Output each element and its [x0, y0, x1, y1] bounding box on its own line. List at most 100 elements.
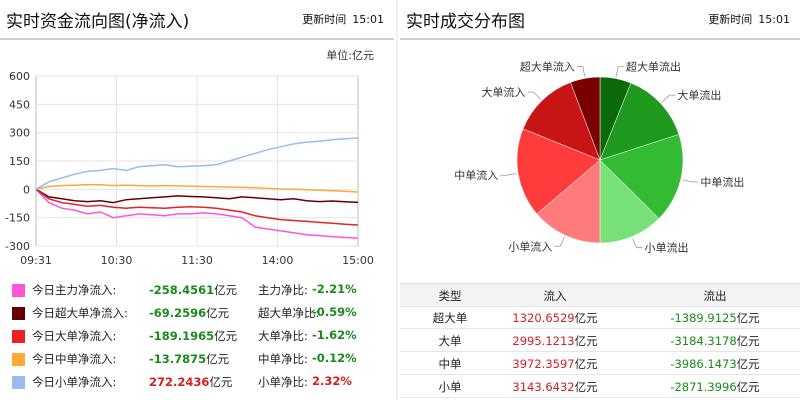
legend-swatch	[12, 353, 25, 366]
series-line	[35, 188, 359, 239]
legend-unit: 亿元	[206, 352, 230, 366]
x-tick-label: 14:00	[262, 254, 294, 267]
y-tick-label: -300	[5, 240, 30, 253]
legend-value: -189.1965亿元	[149, 329, 238, 343]
series-line	[35, 183, 359, 193]
table-cell-in: 1320.6529亿元	[512, 311, 598, 325]
legend-swatch	[12, 376, 25, 389]
updated-time: 15:01	[352, 13, 384, 26]
pie-leader-line	[632, 238, 643, 249]
table-cell-out: -1389.9125亿元	[670, 311, 760, 325]
pie-slice-label: 小单流出	[645, 241, 689, 255]
series-line	[35, 188, 359, 204]
unit-value: 亿元	[352, 49, 374, 62]
ratio-label: 主力净比:	[258, 283, 308, 297]
table-cell-in: 2995.1213亿元	[512, 334, 598, 348]
legend-unit: 亿元	[206, 306, 230, 320]
pie-slice-label: 大单流出	[677, 88, 721, 102]
pie-slice	[599, 159, 660, 244]
legend-name: 今日中单净流入:	[32, 352, 117, 366]
pie-slice	[570, 76, 601, 161]
table-header-cell: 类型	[438, 289, 462, 303]
legend-row: 今日小单净流入: 272.2436亿元 小单净比: 2.32%	[12, 372, 392, 394]
y-tick-label: 150	[9, 155, 30, 168]
ratio-value: -2.21%	[312, 282, 357, 296]
legend-row: 今日大单净流入: -189.1965亿元 大单净比: -1.62%	[12, 326, 392, 348]
legend-value: 272.2436亿元	[149, 375, 233, 389]
pie-slice-label: 中单流出	[700, 175, 744, 189]
table-row: 大单 2995.1213亿元 -3184.3178亿元	[400, 329, 800, 352]
table-cell-out: -2871.3996亿元	[670, 380, 760, 394]
legend-name: 今日主力净流入:	[32, 283, 117, 297]
x-tick-label: 09:31	[20, 254, 52, 267]
ratio-value: 2.32%	[312, 374, 352, 388]
series-line	[35, 137, 359, 190]
legend-swatch	[12, 284, 25, 297]
fund-flow-header: 实时资金流向图(净流入) 更新时间 15:01	[0, 0, 394, 40]
pie-slice-label: 大单流入	[482, 85, 526, 99]
table-row: 小单 3143.6432亿元 -2871.3996亿元	[400, 375, 800, 398]
legend-swatch	[12, 330, 25, 343]
table-cell-type: 小单	[438, 380, 462, 394]
table-cell-out: -3184.3178亿元	[670, 334, 760, 348]
legend-unit: 亿元	[209, 375, 233, 389]
pie-leader-line	[615, 66, 625, 77]
table-row: 中单 3972.3597亿元 -3986.1473亿元	[400, 352, 800, 375]
legend-row: 今日中单净流入: -13.7875亿元 中单净比: -0.12%	[12, 349, 392, 371]
pie-leader-line	[661, 94, 676, 103]
legend-row: 今日超大单净流入: -69.2596亿元 超大单净比: -0.59%	[12, 303, 392, 325]
legend-name: 今日超大单净流入:	[32, 306, 128, 320]
pie-slice	[599, 134, 684, 219]
trade-distribution-title: 实时成交分布图	[406, 12, 525, 32]
y-tick-label: 0	[23, 183, 30, 196]
table-header-cell: 流入	[543, 289, 567, 303]
pie-slice-label: 中单流入	[454, 168, 498, 182]
x-tick-label: 11:30	[181, 254, 213, 267]
table-cell-out: -3986.1473亿元	[670, 357, 760, 371]
table-header-cell: 流出	[703, 289, 727, 303]
updated-time: 15:01	[758, 13, 790, 26]
pie-leader-line	[527, 91, 541, 100]
pie-leader-line	[682, 179, 699, 183]
updated-label: 更新时间	[302, 13, 347, 26]
legend-value: -258.4561亿元	[149, 283, 238, 297]
legend-unit: 亿元	[214, 283, 238, 297]
ratio-value: -0.59%	[312, 305, 357, 319]
pie-leader-line	[576, 66, 586, 77]
pie-leader-line	[554, 237, 565, 247]
trade-distribution-updated: 更新时间 15:01	[708, 11, 790, 27]
panel-divider	[396, 0, 398, 400]
legend-name: 今日小单净流入:	[32, 375, 117, 389]
pie-slice	[516, 128, 601, 215]
pie-slice	[522, 82, 601, 161]
y-tick-label: 300	[9, 127, 30, 140]
trade-distribution-header: 实时成交分布图 更新时间 15:01	[400, 0, 800, 40]
ratio-label: 中单净比:	[258, 352, 308, 366]
unit-label: 单位:亿元	[326, 47, 374, 63]
updated-label: 更新时间	[708, 13, 753, 26]
x-tick-label: 10:30	[101, 254, 133, 267]
y-tick-label: 450	[9, 98, 30, 111]
legend-name: 今日大单净流入:	[32, 329, 117, 343]
ratio-label: 小单净比:	[258, 375, 308, 389]
ratio-value: -1.62%	[312, 328, 357, 342]
legend-value: -69.2596亿元	[149, 306, 230, 320]
table-header: 类型 流入 流出	[400, 283, 800, 307]
table-cell-type: 中单	[438, 357, 462, 371]
y-tick-label: 600	[9, 70, 30, 83]
y-tick-label: -150	[5, 212, 30, 225]
legend-unit: 亿元	[214, 329, 238, 343]
series-line	[35, 188, 359, 226]
table-cell-in: 3972.3597亿元	[512, 357, 598, 371]
pie-slice-label: 超大单流入	[520, 60, 575, 74]
ratio-label: 大单净比:	[258, 329, 308, 343]
pie-slice-label: 小单流入	[508, 239, 552, 253]
table-cell-in: 3143.6432亿元	[512, 380, 598, 394]
ratio-value: -0.12%	[312, 351, 357, 365]
fund-flow-updated: 更新时间 15:01	[302, 11, 384, 27]
pie-slice	[536, 159, 601, 244]
table-row: 超大单 1320.6529亿元 -1389.9125亿元	[400, 306, 800, 329]
trade-distribution-panel: 实时成交分布图 更新时间 15:01 超大单流出 大单流出 中单流出 小单流出 小单流入中…	[400, 0, 800, 400]
table-cell-type: 超大单	[432, 311, 468, 325]
